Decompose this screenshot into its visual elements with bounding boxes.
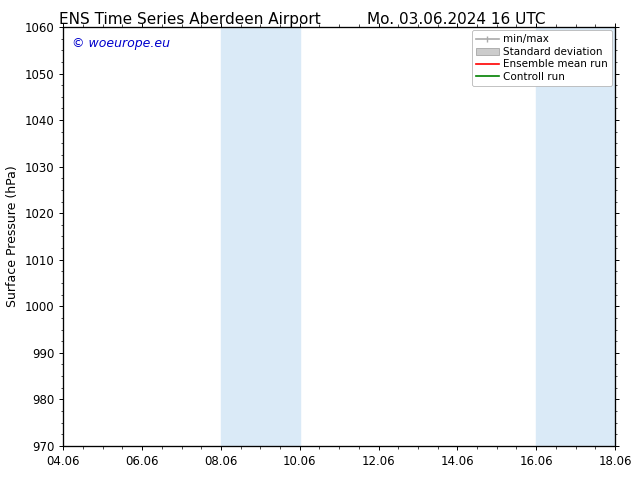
Y-axis label: Surface Pressure (hPa): Surface Pressure (hPa) [6,166,19,307]
Text: © woeurope.eu: © woeurope.eu [72,37,170,50]
Bar [221,27,300,446]
Bar [536,27,615,446]
Text: Mo. 03.06.2024 16 UTC: Mo. 03.06.2024 16 UTC [367,12,546,27]
Text: ENS Time Series Aberdeen Airport: ENS Time Series Aberdeen Airport [60,12,321,27]
Legend: min/max, Standard deviation, Ensemble mean run, Controll run: min/max, Standard deviation, Ensemble me… [472,30,612,86]
